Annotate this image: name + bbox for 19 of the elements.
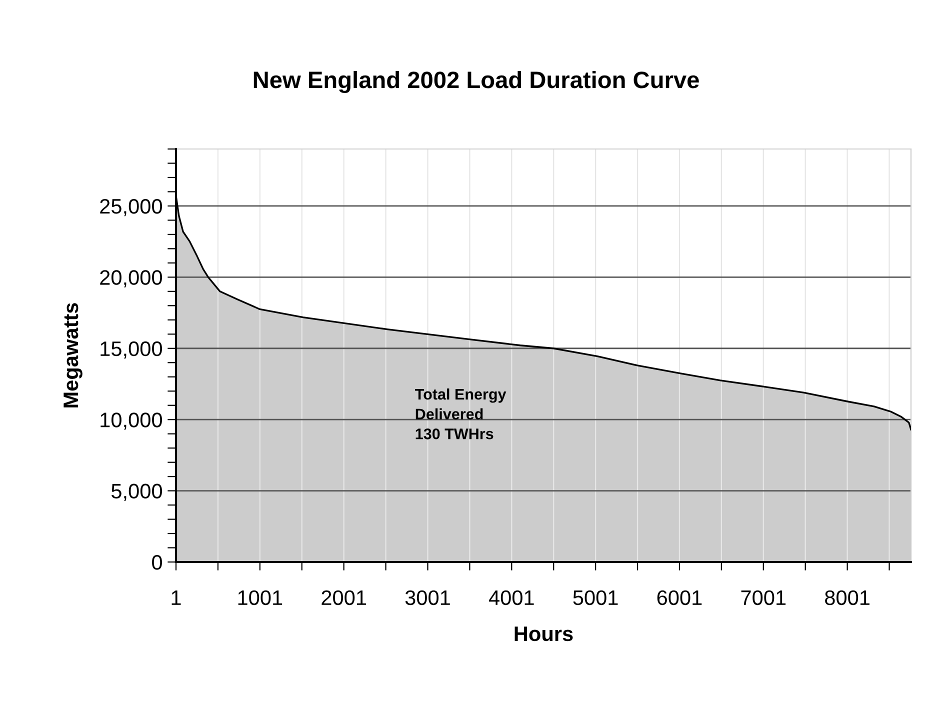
y-tick-label: 5,000 <box>112 484 162 502</box>
chart-title: New England 2002 Load Duration Curve <box>254 70 699 94</box>
x-tick-label: 2001 <box>322 590 366 606</box>
x-tick-label: 4001 <box>488 590 534 606</box>
x-axis-title: Hours <box>514 626 573 642</box>
x-tick-label: 6001 <box>657 590 702 606</box>
y-tick-label: 10,000 <box>100 412 162 430</box>
y-axis-title: Megawatts <box>64 303 82 408</box>
x-tick-label: 7001 <box>741 590 786 606</box>
annotation: Total Energy Delivered 130 TWHrs <box>415 388 506 440</box>
y-tick-label: 20,000 <box>100 270 162 288</box>
x-tick-label: 8001 <box>825 590 870 606</box>
y-tick-label: 25,000 <box>100 198 162 216</box>
x-tick-label: 1 <box>172 590 181 605</box>
y-tick-label: 15,000 <box>100 341 162 359</box>
x-tick-label: 1001 <box>238 590 282 606</box>
x-tick-label: 5001 <box>573 590 618 606</box>
y-tick-label: 0 <box>152 555 162 570</box>
x-tick-label: 3001 <box>405 590 450 606</box>
